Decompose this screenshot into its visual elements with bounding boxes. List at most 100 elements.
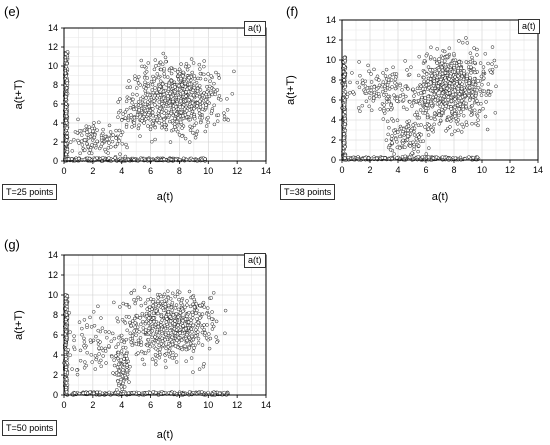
scatter-point [405, 68, 409, 72]
scatter-point [64, 114, 69, 119]
scatter-point [470, 121, 474, 126]
scatter-point [127, 380, 131, 384]
scatter-point [476, 123, 480, 128]
scatter-point [407, 155, 412, 160]
scatter-point [443, 59, 447, 63]
scatter-point [107, 141, 111, 145]
scatter-point [471, 79, 476, 84]
scatter-point [120, 142, 125, 146]
scatter-point [134, 86, 139, 90]
scatter-point [83, 148, 87, 152]
scatter-point [448, 81, 452, 85]
y-tick-label: 2 [331, 135, 336, 145]
scatter-point [108, 130, 113, 134]
scatter-point [159, 67, 163, 72]
scatter-point [132, 107, 136, 112]
scatter-point [355, 80, 360, 85]
y-tick-label: 0 [53, 156, 58, 166]
scatter-point [216, 113, 221, 117]
scatter-point [147, 326, 151, 331]
scatter-point [137, 330, 141, 334]
scatter-point [453, 101, 458, 106]
scatter-point [174, 311, 179, 316]
scatter-point [205, 100, 210, 104]
scatter-point [139, 58, 144, 63]
scatter-point [417, 101, 422, 106]
scatter-point [348, 80, 352, 85]
scatter-point [367, 69, 371, 74]
scatter-point [367, 104, 371, 109]
scatter-point [206, 120, 210, 125]
scatter-point [96, 304, 100, 309]
scatter-point [433, 98, 438, 102]
scatter-point [160, 62, 165, 67]
scatter-point [490, 45, 495, 49]
scatter-point [460, 98, 464, 103]
scatter-point [176, 307, 181, 312]
scatter-point [173, 89, 177, 94]
scatter-point [377, 83, 382, 88]
scatter-point [143, 102, 148, 107]
scatter-point [146, 348, 151, 353]
scatter-point [404, 94, 408, 99]
x-axis-label: a(t) [157, 429, 174, 441]
scatter-point [92, 121, 96, 125]
scatter-point [350, 71, 354, 75]
scatter-point [80, 332, 84, 337]
scatter-point [82, 318, 87, 322]
scatter-point [148, 344, 152, 349]
scatter-point [144, 319, 149, 324]
scatter-point [475, 114, 480, 118]
scatter-point [201, 300, 206, 305]
scatter-point [374, 87, 379, 91]
scatter-point [152, 319, 156, 324]
scatter-point [146, 297, 150, 302]
scatter-point [435, 47, 439, 51]
scatter-point [123, 321, 128, 325]
scatter-point [145, 391, 149, 395]
scatter-point [193, 334, 198, 338]
scatter-point [138, 96, 143, 101]
scatter-point [430, 128, 434, 132]
x-tick-label: 6 [148, 166, 153, 176]
x-tick-label: 2 [367, 165, 372, 175]
scatter-point [170, 356, 175, 360]
scatter-point [449, 99, 454, 103]
scatter-point [135, 78, 140, 82]
scatter-point [207, 94, 212, 99]
scatter-point [185, 338, 189, 343]
scatter-point [184, 347, 189, 352]
scatter-point [170, 335, 174, 340]
scatter-point [399, 126, 404, 131]
scatter-point [153, 322, 158, 327]
scatter-point [70, 157, 74, 161]
scatter-point [343, 110, 347, 114]
x-tick-label: 8 [177, 166, 182, 176]
scatter-point [483, 52, 488, 56]
chart-panel-g: (g) 0 2 4 6 8 10 12 14 0 2 4 6 8 10 12 14 a(t) a(t+T) a(t… [0, 233, 280, 445]
scatter-point [162, 292, 167, 297]
scatter-point [118, 305, 122, 309]
scatter-point [76, 117, 80, 122]
scatter-point [391, 65, 395, 70]
scatter-point [195, 129, 200, 134]
scatter-point [72, 347, 77, 352]
scatter-point [437, 109, 441, 113]
scatter-point [181, 70, 186, 75]
y-tick-label: 6 [53, 99, 58, 109]
scatter-point [459, 86, 464, 91]
scatter-point [203, 331, 207, 335]
scatter-point [442, 49, 447, 54]
scatter-point [360, 78, 365, 83]
scatter-point [394, 72, 399, 76]
scatter-point [157, 87, 161, 91]
scatter-point [384, 67, 389, 72]
plot-frame [63, 254, 267, 396]
scatter-point [90, 126, 94, 131]
scatter-point [138, 134, 142, 138]
scatter-point [473, 82, 478, 87]
scatter-point [64, 313, 69, 317]
scatter-point [85, 130, 89, 134]
scatter-point [147, 288, 152, 292]
scatter-point [413, 113, 417, 117]
